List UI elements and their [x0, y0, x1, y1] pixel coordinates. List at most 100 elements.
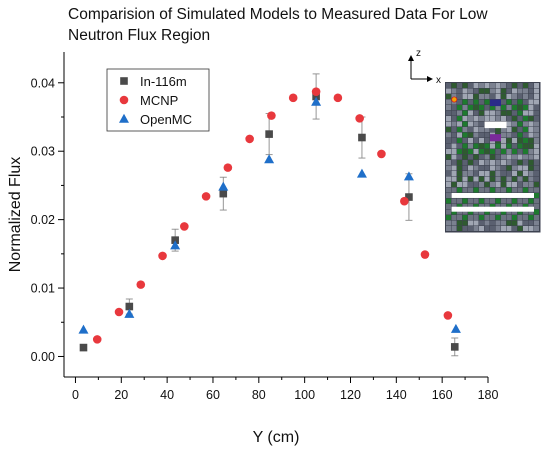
- inset-cell: [490, 176, 495, 182]
- inset-cell: [506, 209, 512, 215]
- data-point-square: [79, 343, 88, 352]
- inset-cell: [468, 154, 473, 160]
- inset-x-label: x: [436, 75, 441, 86]
- inset-cell: [528, 110, 534, 116]
- inset-cell: [512, 176, 517, 182]
- data-point-square: [405, 193, 413, 201]
- inset-cell: [457, 160, 462, 165]
- inset-cell: [468, 88, 473, 94]
- inset-cell: [490, 149, 495, 154]
- inset-cell: [479, 88, 484, 94]
- inset-cell: [484, 149, 490, 154]
- inset-cell: [501, 215, 506, 220]
- inset-cell: [523, 220, 528, 226]
- inset-cell: [506, 99, 512, 105]
- inset-cell: [490, 187, 495, 193]
- inset-cell: [506, 143, 512, 149]
- inset-cell: [517, 105, 523, 110]
- inset-cell: [484, 88, 490, 94]
- legend-label: MCNP: [140, 93, 178, 108]
- inset-cell: [517, 165, 523, 171]
- inset-cell: [479, 198, 484, 204]
- legend-label: OpenMC: [140, 112, 192, 127]
- inset-cell: [484, 83, 490, 88]
- inset-cell: [528, 220, 534, 226]
- inset-cell: [451, 149, 457, 154]
- inset-cell: [473, 110, 479, 116]
- inset-cell: [473, 204, 479, 209]
- inset-cell: [523, 198, 528, 204]
- inset-cell: [473, 154, 479, 160]
- reactor-geometry-image: [445, 82, 541, 233]
- inset-cell: [534, 198, 539, 204]
- inset-cell: [462, 138, 468, 143]
- inset-cell: [528, 176, 534, 182]
- inset-cell: [523, 138, 528, 143]
- inset-cell: [473, 187, 479, 193]
- inset-cell: [501, 94, 506, 99]
- inset-cell: [473, 220, 479, 226]
- inset-cell: [484, 220, 490, 226]
- inset-cell: [512, 171, 517, 176]
- inset-cell: [457, 132, 462, 138]
- inset-cell: [523, 171, 528, 176]
- data-marks: [78, 73, 461, 357]
- inset-cell: [534, 182, 539, 187]
- inset-cell: [484, 110, 490, 116]
- inset-cell: [484, 182, 490, 187]
- inset-cell: [501, 226, 506, 231]
- data-point-triangle: [124, 308, 135, 318]
- inset-cell: [517, 187, 523, 193]
- inset-cell: [462, 154, 468, 160]
- inset-cell: [484, 127, 490, 132]
- inset-cell: [468, 204, 473, 209]
- inset-cell: [462, 143, 468, 149]
- data-point-square: [450, 343, 459, 351]
- inset-cell: [473, 127, 479, 132]
- inset-cell: [468, 220, 473, 226]
- inset-cell: [451, 209, 457, 215]
- inset-cell: [484, 198, 490, 204]
- data-point-circle: [377, 149, 386, 159]
- inset-cell: [479, 154, 484, 160]
- x-tick-label: 40: [160, 388, 174, 402]
- inset-cell: [479, 187, 484, 193]
- inset-cell: [479, 105, 484, 110]
- inset-cell: [528, 88, 534, 94]
- inset-cell: [468, 110, 473, 116]
- data-point-triangle: [170, 240, 181, 250]
- inset-cell: [506, 138, 512, 143]
- data-point-circle: [114, 307, 124, 317]
- inset-cell: [506, 160, 512, 165]
- x-tick-label: 140: [386, 388, 407, 402]
- inset-cell: [523, 143, 528, 149]
- inset-cell: [457, 171, 462, 176]
- inset-cell: [479, 83, 484, 88]
- inset-cell: [451, 226, 457, 231]
- inset-cell: [512, 160, 517, 165]
- inset-cell: [534, 121, 539, 127]
- inset-cell: [495, 149, 501, 154]
- inset-cell: [462, 176, 468, 182]
- inset-cell: [517, 99, 523, 105]
- inset-cell: [462, 105, 468, 110]
- inset-cell: [451, 220, 457, 226]
- inset-cell: [479, 94, 484, 99]
- inset-cell: [517, 83, 523, 88]
- x-tick-label: 100: [294, 388, 315, 402]
- inset-cell: [517, 110, 523, 116]
- inset-cell: [446, 110, 451, 116]
- inset-cell: [473, 138, 479, 143]
- chart-title-line-1: Comparision of Simulated Models to Measu…: [68, 6, 488, 23]
- inset-cell: [457, 182, 462, 187]
- series-mcnp: [92, 87, 453, 344]
- data-point-circle: [245, 134, 254, 144]
- inset-cell: [506, 182, 512, 187]
- inset-cell: [479, 116, 484, 121]
- inset-cell: [528, 105, 534, 110]
- inset-cell: [495, 220, 501, 226]
- inset-cell: [506, 110, 512, 116]
- inset-cell: [484, 209, 490, 215]
- inset-cell: [512, 88, 517, 94]
- inset-cell: [523, 165, 528, 171]
